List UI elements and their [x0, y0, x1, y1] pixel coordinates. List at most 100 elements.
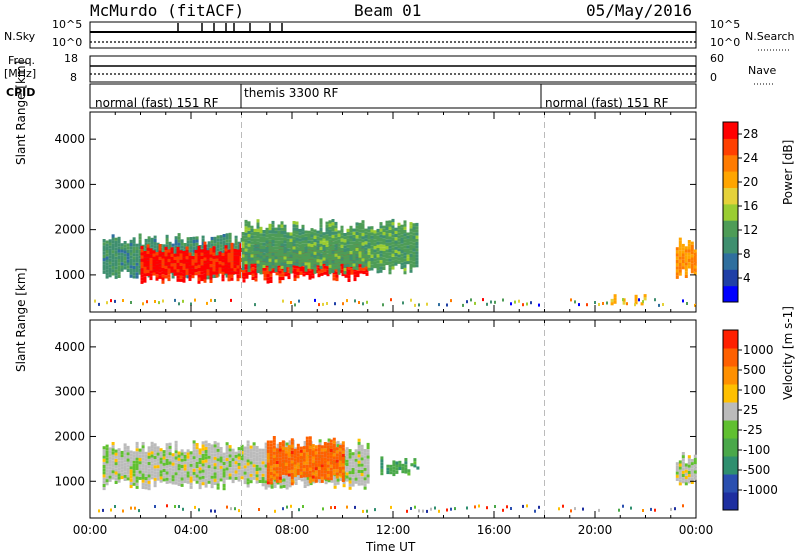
echo-cell	[176, 259, 180, 263]
echo-cell	[149, 276, 153, 281]
echo-cell	[296, 453, 300, 457]
echo-cell	[237, 475, 241, 479]
noise-cell	[130, 301, 132, 304]
echo-cell	[366, 464, 370, 468]
echo-cell	[280, 253, 284, 257]
echo-cell	[289, 264, 293, 268]
echo-cell	[219, 450, 223, 454]
echo-cell	[176, 278, 180, 282]
echo-cell	[158, 250, 162, 254]
echo-cell	[237, 472, 241, 476]
echo-cell	[200, 258, 204, 263]
echo-cell	[389, 471, 393, 475]
echo-cell	[159, 463, 163, 467]
echo-cell	[132, 482, 136, 486]
echo-cell	[204, 446, 208, 450]
echo-cell	[388, 223, 392, 227]
echo-cell	[249, 461, 253, 465]
echo-cell	[308, 270, 312, 274]
echo-cell	[278, 451, 282, 455]
echo-cell	[358, 232, 362, 236]
echo-cell	[325, 221, 329, 225]
echo-cell	[296, 275, 300, 279]
echo-cell	[290, 438, 294, 442]
echo-cell	[261, 470, 265, 474]
echo-cell	[334, 237, 338, 241]
echo-cell	[264, 486, 268, 490]
echo-cell	[347, 275, 351, 279]
echo-cell	[332, 444, 336, 448]
echo-cell	[114, 244, 118, 248]
echo-cell	[351, 474, 355, 478]
echo-cell	[323, 454, 327, 458]
echo-cell	[120, 252, 124, 256]
echo-cell	[320, 457, 324, 461]
echo-cell	[400, 246, 404, 251]
echo-cell	[289, 260, 293, 265]
echo-cell	[123, 443, 127, 447]
echo-cell	[351, 477, 355, 481]
echo-cell	[357, 479, 361, 483]
echo-cell	[174, 245, 178, 249]
echo-cell	[293, 464, 297, 468]
echo-cell	[678, 479, 682, 483]
echo-cell	[117, 255, 121, 259]
echo-cell	[227, 274, 231, 279]
echo-cell	[250, 244, 254, 248]
echo-cell	[394, 249, 398, 253]
noise-cell	[406, 509, 408, 513]
echo-cell	[323, 442, 327, 446]
echo-cell	[255, 458, 259, 462]
echo-cell	[210, 466, 214, 470]
echo-cell	[153, 459, 157, 463]
echo-cell	[373, 230, 377, 234]
echo-cell	[216, 248, 220, 252]
noise-cell	[426, 302, 428, 306]
echo-cell	[268, 268, 272, 272]
echo-cell	[123, 449, 127, 453]
echo-cell	[271, 255, 275, 259]
echo-cell	[117, 454, 121, 458]
echo-cell	[310, 253, 314, 257]
echo-cell	[138, 246, 142, 250]
echo-cell	[258, 448, 262, 452]
echo-cell	[135, 473, 139, 477]
echo-cell	[192, 459, 196, 463]
echo-cell	[186, 237, 190, 241]
echo-cell	[168, 461, 172, 465]
echo-cell	[269, 279, 273, 283]
echo-cell	[191, 262, 195, 266]
echo-cell	[681, 247, 685, 251]
echo-cell	[385, 246, 389, 250]
echo-cell	[222, 468, 226, 472]
echo-cell	[266, 456, 270, 460]
echo-cell	[123, 452, 127, 456]
echo-cell	[146, 263, 150, 267]
echo-cell	[170, 269, 174, 273]
echo-cell	[275, 470, 279, 474]
echo-cell	[138, 461, 142, 465]
echo-cell	[341, 457, 345, 461]
y-tick-label: 3000	[54, 177, 85, 191]
echo-cell	[352, 234, 356, 238]
echo-cell	[293, 271, 297, 275]
echo-cell	[171, 465, 175, 469]
echo-cell	[398, 467, 402, 471]
echo-cell	[221, 252, 225, 256]
echo-cell	[195, 464, 199, 468]
echo-cell	[341, 469, 345, 473]
echo-cell	[259, 255, 263, 259]
echo-cell	[114, 462, 118, 466]
echo-cell	[146, 269, 150, 273]
echo-cell	[352, 241, 356, 245]
echo-cell	[111, 470, 115, 474]
echo-cell	[150, 473, 154, 477]
echo-cell	[675, 471, 679, 475]
echo-cell	[153, 235, 157, 239]
echo-cell	[310, 237, 314, 241]
echo-cell	[183, 249, 187, 253]
echo-cell	[120, 457, 124, 461]
noise-cell	[438, 303, 440, 307]
echo-cell	[678, 259, 682, 263]
echo-cell	[246, 478, 250, 482]
